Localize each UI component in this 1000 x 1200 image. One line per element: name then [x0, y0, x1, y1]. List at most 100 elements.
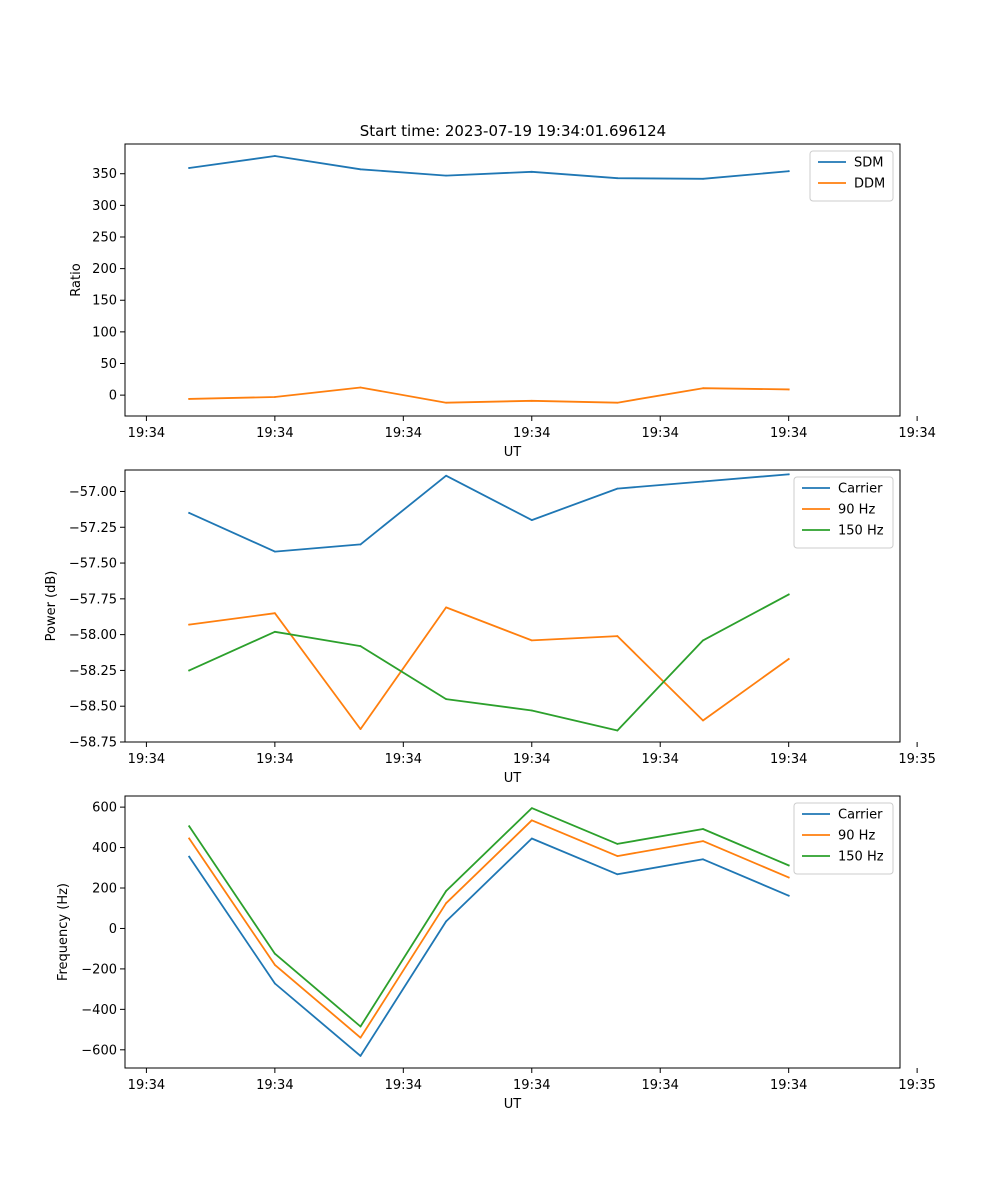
frequency-series-carrier-point [702, 858, 704, 861]
frequency-series-90-hz-point [616, 855, 619, 857]
ratio-y-tick-label: 250 [92, 230, 117, 245]
power-series-carrier-line [188, 473, 790, 553]
frequency-series-150-hz-point [445, 890, 448, 892]
ratio-series-ddm-point [273, 396, 276, 398]
ratio-y-tick-label: 100 [92, 325, 117, 340]
ratio-x-tick-label: 19:34 [385, 426, 422, 441]
ratio-series-sdm-point [188, 167, 191, 169]
frequency-series-90-hz-point [188, 837, 191, 840]
frequency-axes-frame [124, 795, 901, 1069]
ratio-y-tick-label: 300 [92, 199, 117, 214]
ratio-legend-label-ddm: DDM [854, 177, 885, 192]
power-series-carrier-point [188, 512, 191, 514]
frequency-x-tick-label: 19:34 [385, 1078, 422, 1093]
frequency-series-150-hz-point [787, 864, 790, 867]
frequency-legend-label-carrier: Carrier [838, 808, 883, 823]
frequency-series-90-hz-point [359, 1036, 362, 1039]
power-series-150-hz-point [445, 698, 448, 700]
frequency-y-tick-label: 600 [92, 801, 117, 816]
frequency-series-90-hz-point [273, 963, 276, 966]
ratio-series-ddm-point [188, 398, 191, 400]
frequency-x-tick-label: 19:34 [513, 1078, 550, 1093]
ratio-x-tick-label: 19:34 [128, 426, 165, 441]
power-x-tick-label: 19:34 [128, 752, 165, 767]
ratio-legend-label-sdm: SDM [854, 156, 883, 171]
power-series-90-hz-point [702, 719, 704, 722]
ratio-series-sdm-point [359, 168, 362, 171]
frequency-series-carrier-point [616, 873, 619, 876]
power-legend-label-carrier: Carrier [838, 482, 883, 497]
power-x-tick-label: 19:34 [513, 752, 550, 767]
power-series-carrier-point [359, 543, 362, 546]
frequency-y-tick-label: 400 [92, 841, 117, 856]
frequency-series-150-hz-point [616, 843, 619, 845]
power-series-90-hz-line [188, 606, 790, 730]
ratio-series-sdm-point [530, 170, 533, 173]
power-series-150-hz-point [702, 639, 704, 642]
power-y-tick-label: −58.25 [69, 664, 117, 679]
power-y-tick-label: −58.50 [69, 700, 117, 715]
frequency-panel: 19:34 19:34 19:34 19:34 19:34 19:34 19:35 600 40… [56, 795, 936, 1112]
ratio-series-sdm-point [787, 170, 790, 173]
frequency-series-90-hz-point [445, 902, 448, 905]
power-series-150-hz-point [787, 593, 790, 596]
ratio-series-sdm-point [616, 177, 619, 180]
ratio-x-tick-label: 19:34 [256, 426, 293, 441]
power-y-tick-label: −57.75 [69, 592, 117, 607]
ratio-series-ddm-point [702, 387, 704, 390]
power-series-90-hz-point [530, 639, 533, 642]
frequency-x-tick-label: 19:34 [770, 1078, 807, 1093]
frequency-series-carrier-point [273, 982, 276, 985]
frequency-series-90-hz-line [187, 819, 790, 1039]
ratio-y-tick-label: 50 [100, 357, 117, 372]
frequency-series-90-hz-point [702, 840, 704, 842]
frequency-series-90-hz-point [530, 819, 533, 822]
power-series-150-hz-point [188, 669, 191, 672]
power-y-axis-label: Power (dB) [44, 571, 59, 642]
ratio-y-axis-label: Ratio [69, 263, 84, 296]
ratio-series-ddm-point [616, 401, 619, 404]
ratio-series-ddm-point [445, 401, 448, 404]
frequency-x-tick-label: 19:34 [128, 1078, 165, 1093]
power-x-tick-label: 19:34 [256, 752, 293, 767]
power-x-tick-label: 19:34 [641, 752, 678, 767]
ratio-x-tick-label: 19:34 [898, 426, 935, 441]
ratio-axes-frame [124, 143, 901, 417]
power-series-150-hz-point [530, 709, 533, 712]
frequency-series-150-hz-line [187, 807, 790, 1028]
frequency-series-150-hz-point [273, 952, 276, 955]
power-y-tick-label: −58.00 [69, 628, 117, 643]
power-series-carrier-point [787, 473, 790, 476]
ratio-series-sdm-point [445, 174, 448, 177]
frequency-legend: Carrier 90 Hz 150 Hz [793, 802, 894, 875]
power-y-tick-label: −57.25 [69, 521, 117, 536]
frequency-y-tick-label: −400 [81, 1003, 117, 1018]
power-series-90-hz-point [273, 612, 276, 615]
power-y-tick-label: −57.00 [69, 485, 117, 500]
power-legend-label-90-hz: 90 Hz [838, 503, 875, 518]
power-x-tick-label: 19:34 [385, 752, 422, 767]
frequency-series-carrier-point [787, 894, 790, 897]
frequency-legend-label-90-hz: 90 Hz [838, 829, 875, 844]
ratio-series-sdm-point [273, 155, 276, 157]
frequency-series-carrier-line [187, 837, 790, 1057]
ratio-x-tick-label: 19:34 [641, 426, 678, 441]
frequency-series-150-hz-point [530, 807, 533, 810]
power-series-carrier-point [616, 487, 619, 490]
frequency-series-carrier-point [188, 855, 191, 858]
power-series-carrier-point [445, 474, 448, 477]
power-series-150-hz-point [616, 729, 619, 732]
frequency-series-carrier-point [445, 920, 448, 923]
frequency-x-axis-label: UT [504, 1097, 522, 1112]
frequency-series-150-hz-point [188, 825, 191, 828]
power-axes-frame [124, 469, 901, 743]
frequency-series-150-hz-point [702, 828, 704, 830]
frequency-series-carrier-point [359, 1054, 362, 1057]
power-series-150-hz-point [359, 645, 362, 647]
power-series-carrier-point [530, 519, 533, 522]
ratio-legend: SDM DDM [809, 150, 894, 202]
ratio-series-ddm-point [359, 386, 362, 389]
power-series-150-hz-line [188, 593, 790, 732]
frequency-series-90-hz-point [787, 876, 790, 879]
power-series-90-hz-point [188, 623, 191, 626]
